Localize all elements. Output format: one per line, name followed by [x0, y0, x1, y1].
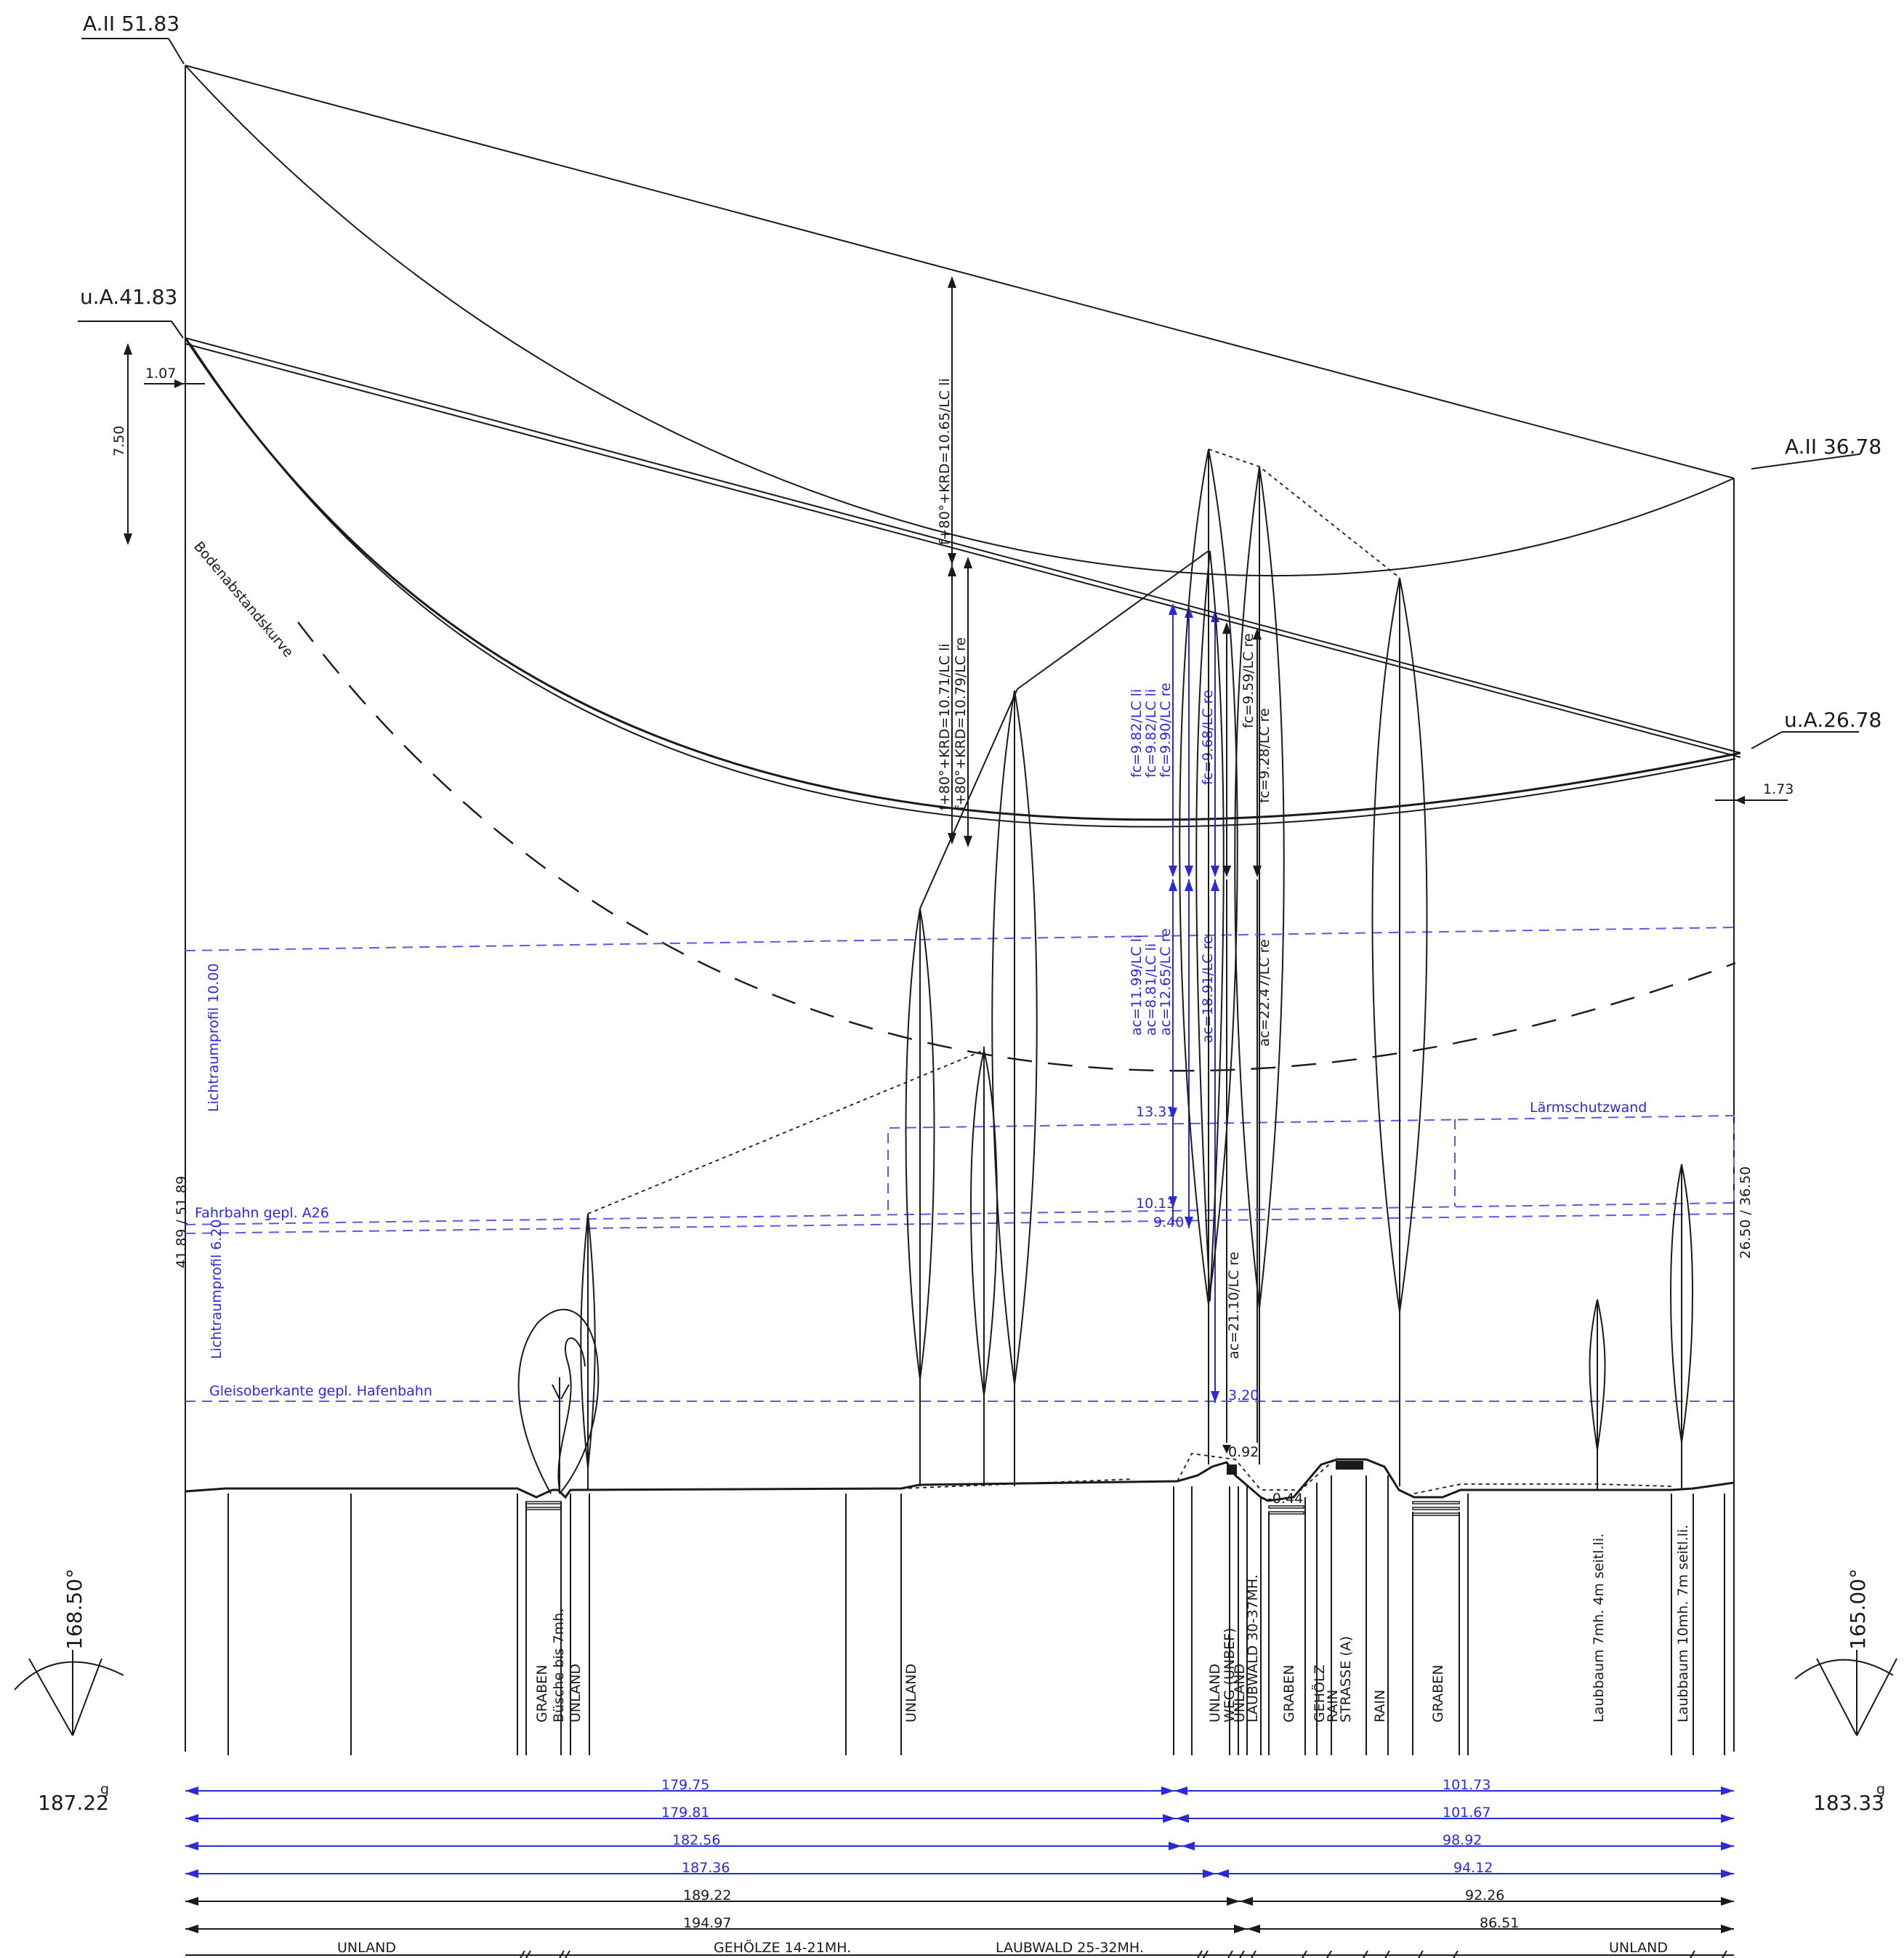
ground-label-unland-2: UNLAND — [903, 1664, 919, 1723]
dim-row-5: 189.22 92.26 — [185, 1888, 1734, 1906]
black-fc-b: fc=9.28/LC re — [1256, 708, 1272, 803]
level-10-13: 10.13 — [1136, 1196, 1175, 1212]
ground-label-unland-1: UNLAND — [568, 1664, 584, 1723]
ground-label-unland-3: UNLAND — [1207, 1664, 1223, 1723]
ground-label-rain-2: RAIN — [1372, 1690, 1388, 1723]
dim-row-4: 187.36 94.12 — [185, 1860, 1734, 1878]
land-use-4: UNLAND — [1609, 1940, 1668, 1956]
right-angle: 165.00° — [1846, 1568, 1870, 1650]
roadway-label: Fahrbahn gepl. A26 — [195, 1205, 329, 1221]
dim-row-6-left: 194.97 — [683, 1915, 731, 1931]
dim-row-3-left: 182.56 — [672, 1832, 720, 1848]
ground-label-buesche: Büsche bis 7mh. — [551, 1608, 567, 1723]
dim-row-2-left: 179.81 — [661, 1805, 709, 1821]
right-tower: A.II 36.78 u.A.26.78 1.73 26.50 / 36.50 — [1715, 435, 1881, 1752]
ground-label-weg: WEG (UNBEF) — [1222, 1628, 1238, 1723]
land-use-2: GEHÖLZE 14-21MH. — [714, 1939, 851, 1956]
right-top-label: A.II 36.78 — [1785, 435, 1881, 459]
ac-li-1: ac=11.99/LC li — [1129, 935, 1145, 1036]
left-grad: 187.22 — [38, 1791, 109, 1815]
dimension-chains: 179.75 101.73 179.81 101.67 182.56 98.92 — [185, 1777, 1734, 1958]
fc-li-2: fc=9.82/LC li — [1143, 689, 1159, 778]
ground-label-strasse: STRASSE (A) — [1338, 1636, 1354, 1723]
ac-li-2: ac=8.81/LC li — [1143, 943, 1159, 1036]
level-3-20: 3.20 — [1228, 1387, 1259, 1403]
black-fc-a: fc=9.59/LC re — [1241, 633, 1256, 728]
sag-label-top: f+80°+KRD=10.65/LC li — [937, 378, 953, 545]
ground-use-labels: GRABEN Büsche bis 7mh. UNLAND UNLAND UNL… — [534, 1525, 1691, 1723]
ground-profile — [185, 1453, 1735, 1516]
dim-row-1-left: 179.75 — [661, 1777, 709, 1793]
dim-row-6-right: 86.51 — [1480, 1915, 1519, 1931]
level-13-31: 13.31 — [1136, 1104, 1175, 1120]
dim-row-1-right: 101.73 — [1443, 1777, 1490, 1793]
right-pole-label: 26.50 / 36.50 — [1738, 1167, 1754, 1259]
dim-row-4-left: 187.36 — [682, 1860, 730, 1876]
ground-label-laubbaum-10: Laubbaum 10mh. 7m seitl.li. — [1675, 1525, 1691, 1723]
ground-label-laubwald: LAUBWALD 30-37MH. — [1245, 1574, 1261, 1723]
right-offset-label: 1.73 — [1763, 781, 1794, 797]
right-angle-symbol: 165.00° 183.33 g — [1794, 1568, 1897, 1815]
black-ac-b: ac=21.10/LC re — [1226, 1252, 1242, 1359]
land-use-strip: UNLAND GEHÖLZE 14-21MH. LAUBWALD 25-32MH… — [185, 1939, 1734, 1958]
ground-clearance-label: Bodenabstandskurve — [190, 539, 297, 661]
right-lower-label: u.A.26.78 — [1784, 708, 1881, 732]
noise-wall-label: Lärmschutzwand — [1530, 1100, 1647, 1116]
dim-row-2: 179.81 101.67 — [185, 1805, 1734, 1823]
profile-10-label: Lichtraumprofil 10.00 — [206, 963, 222, 1112]
ground-label-graben-2: GRABEN — [1281, 1665, 1297, 1723]
station-lines — [227, 1475, 1725, 1755]
land-use-1: UNLAND — [337, 1940, 396, 1956]
blue-profiles: Lichtraumprofil 10.00 Fahrbahn gepl. A26… — [185, 603, 1735, 1403]
left-offset-label: 1.07 — [145, 366, 176, 382]
elev-positive: 0.92 — [1228, 1444, 1259, 1460]
fc-re-1: fc=9.90/LC re — [1158, 682, 1174, 778]
ground-label-graben-3: GRABEN — [1430, 1665, 1446, 1723]
left-angle-symbol: 168.50° 187.22 g — [14, 1568, 124, 1815]
left-angle: 168.50° — [62, 1568, 86, 1650]
land-use-3: LAUBWALD 25-32MH. — [996, 1940, 1144, 1956]
left-top-label: A.II 51.83 — [83, 12, 179, 36]
sag-dimensions: f+80°+KRD=10.65/LC li f+80°+KRD=10.71/LC… — [937, 276, 1303, 1507]
left-height-dim: 7.50 — [111, 426, 127, 456]
dim-row-1: 179.75 101.73 — [185, 1777, 1734, 1795]
left-tower: A.II 51.83 u.A.41.83 1.07 7.50 41.89 / 5… — [78, 12, 205, 1752]
left-pole-label: 41.89 / 51.89 — [174, 1176, 190, 1268]
black-ac-a: ac=22.47/LC re — [1256, 939, 1272, 1047]
dim-row-5-right: 92.26 — [1465, 1888, 1504, 1903]
dim-row-5-left: 189.22 — [683, 1888, 731, 1903]
dim-row-3-right: 98.92 — [1443, 1832, 1482, 1848]
right-grad: 183.33 — [1813, 1791, 1884, 1815]
dim-row-3: 182.56 98.92 — [185, 1832, 1734, 1850]
ac-re-1: ac=12.65/LC re — [1158, 928, 1174, 1036]
left-grad-unit: g — [100, 1781, 109, 1797]
ground-label-unland-4: UNLAND — [1232, 1664, 1248, 1723]
trees — [517, 448, 1693, 1494]
dim-row-6: 194.97 86.51 — [185, 1915, 1734, 1933]
right-grad-unit: g — [1876, 1781, 1885, 1797]
fc-li-1: fc=9.82/LC li — [1129, 689, 1145, 778]
rail-label: Gleisoberkante gepl. Hafenbahn — [209, 1383, 432, 1399]
ground-label-graben-1: GRABEN — [534, 1665, 550, 1723]
ground-label-laubbaum-7: Laubbaum 7mh. 4m seitl.li. — [1591, 1534, 1607, 1723]
profile-6-label: Lichtraumprofil 6.20 — [209, 1220, 225, 1359]
sag-label-lower-2: f+80°+KRD=10.79/LC re — [953, 637, 969, 810]
level-9-40: 9.40 — [1153, 1214, 1184, 1230]
left-lower-label: u.A.41.83 — [80, 285, 177, 309]
dim-row-4-right: 94.12 — [1453, 1860, 1493, 1876]
ground-label-gehoelz: GEHÖLZ — [1311, 1664, 1328, 1723]
ground-label-rain-1: RAIN — [1325, 1690, 1341, 1723]
conductors: Bodenabstandskurve — [184, 65, 1741, 1072]
sag-label-lower-1: f+80°+KRD=10.71/LC li — [937, 643, 953, 810]
dim-row-2-right: 101.67 — [1443, 1805, 1490, 1821]
